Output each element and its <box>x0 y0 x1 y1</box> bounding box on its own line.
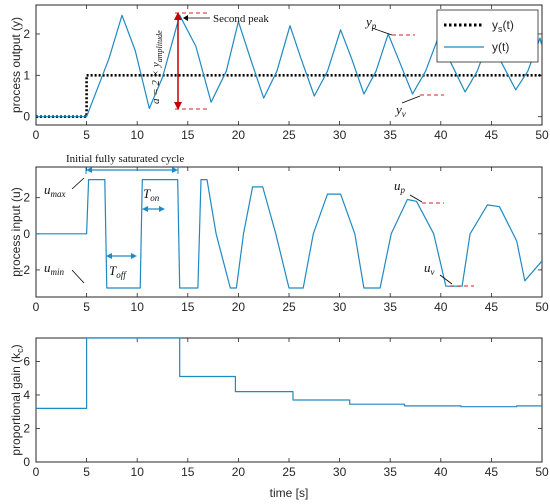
uv-label: uv <box>424 260 435 277</box>
ton-arrowhead-right <box>159 206 165 212</box>
panel-output: 0 5 10 15 20 25 30 35 40 45 50 0 1 2 process output (… <box>9 4 549 142</box>
yp-pointer <box>371 27 393 36</box>
toff-arrowhead-right <box>131 253 137 259</box>
xtick-label: 0 <box>33 300 40 314</box>
xtick-label: 50 <box>535 128 549 142</box>
legend-box <box>436 9 539 63</box>
xtick-label: 40 <box>434 300 448 314</box>
ytick-label: 2 <box>23 191 30 205</box>
uv-pointer <box>439 274 453 285</box>
ytick-label: 4 <box>23 388 30 402</box>
xtick-label: 45 <box>485 300 499 314</box>
amplitude-arrowhead-down <box>174 102 182 110</box>
series-line <box>36 179 542 289</box>
cycle-arrowhead-right <box>172 167 178 173</box>
ytick-label: -2 <box>19 263 30 277</box>
ytick-label: 1 <box>23 68 30 82</box>
xtick-label: 0 <box>33 465 40 479</box>
ylabel-output: process output (y) <box>9 17 23 113</box>
xtick-label: 10 <box>131 128 145 142</box>
xtick-label: 25 <box>282 300 296 314</box>
xtick-label: 45 <box>485 128 499 142</box>
legend-output: ys(t) y(t) <box>436 9 539 63</box>
xtick-label: 35 <box>384 465 398 479</box>
xtick-label: 35 <box>384 300 398 314</box>
ylabel-gain: proportional gain (kc) <box>9 344 25 455</box>
ton-label: Ton <box>143 186 160 203</box>
second-peak-pointer-head <box>183 15 188 21</box>
xtick-label: 20 <box>232 128 246 142</box>
xtick-label: 10 <box>131 300 145 314</box>
xtick-label: 25 <box>282 128 296 142</box>
xtick-label: 20 <box>232 300 246 314</box>
axes-box-input <box>35 166 543 298</box>
cycle-title: Initial fully saturated cycle <box>66 153 184 165</box>
yv-label: yv <box>394 102 406 119</box>
cycle-arrowhead-left <box>86 167 92 173</box>
xtick-label: 15 <box>181 128 195 142</box>
toff-arrowhead-left <box>106 253 112 259</box>
amplitude-arrowhead-up <box>174 12 182 20</box>
panel-gain: 0 5 10 15 20 25 30 35 40 45 50 0 2 4 6 proportional ga… <box>9 337 549 500</box>
series-line <box>36 14 542 118</box>
legend-label-ys: ys(t) <box>492 18 514 34</box>
umin-label: umin <box>44 260 65 277</box>
xtick-label: 50 <box>535 300 549 314</box>
xlabel-time: time [s] <box>270 486 309 500</box>
xtick-label: 30 <box>333 300 347 314</box>
xtick-label: 35 <box>384 128 398 142</box>
ytick-label: 0 <box>23 110 30 124</box>
ytick-label: 2 <box>23 27 30 41</box>
yp-label: yp <box>364 14 377 31</box>
ton-arrowhead-left <box>142 206 148 212</box>
xtick-label: 30 <box>333 128 347 142</box>
panel-input: 0 5 10 15 20 25 30 35 40 45 50 -2 0 2 process input (… <box>9 153 549 314</box>
ytick-label: 0 <box>23 455 30 469</box>
xtick-label: 50 <box>535 465 549 479</box>
xtick-label: 15 <box>181 300 195 314</box>
up-pointer <box>409 194 423 203</box>
umax-label: umax <box>44 182 66 199</box>
second-peak-label: Second peak <box>213 13 269 25</box>
ytick-label: 0 <box>23 227 30 241</box>
xtick-label: 5 <box>83 300 90 314</box>
xtick-label: 20 <box>232 465 246 479</box>
xtick-label: 40 <box>434 128 448 142</box>
xtick-label: 45 <box>485 465 499 479</box>
ylabel-input: process input (u) <box>9 187 23 276</box>
toff-label: Toff <box>109 263 127 280</box>
xtick-label: 5 <box>83 128 90 142</box>
up-label: up <box>394 178 406 195</box>
xtick-label: 10 <box>131 465 145 479</box>
amplitude-label: a = 2 × yamplitude <box>150 30 164 104</box>
yv-pointer <box>401 95 421 104</box>
ytick-label: 6 <box>23 354 30 368</box>
series-line <box>36 338 542 409</box>
xtick-label: 0 <box>33 128 40 142</box>
umax-pointer <box>71 177 85 190</box>
xtick-label: 5 <box>83 465 90 479</box>
xtick-label: 30 <box>333 465 347 479</box>
legend-label-y: y(t) <box>492 40 509 54</box>
umin-pointer <box>71 269 85 284</box>
xtick-label: 40 <box>434 465 448 479</box>
xtick-label: 25 <box>282 465 296 479</box>
ytick-label: 2 <box>23 421 30 435</box>
axes-box-gain <box>35 337 543 463</box>
xtick-label: 15 <box>181 465 195 479</box>
